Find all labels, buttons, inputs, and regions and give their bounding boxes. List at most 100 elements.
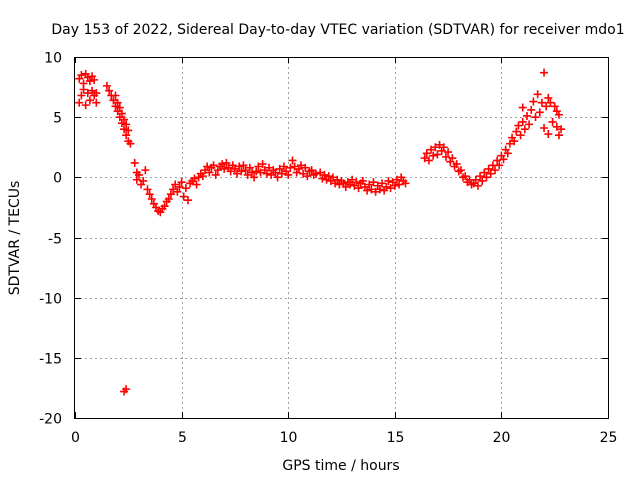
data-point — [226, 167, 235, 176]
data-point — [533, 90, 542, 99]
data-point — [139, 176, 148, 185]
data-point — [365, 180, 374, 189]
data-point — [169, 185, 178, 194]
data-point — [83, 89, 92, 98]
data-point — [164, 194, 173, 203]
data-point — [382, 182, 391, 191]
data-point — [395, 180, 404, 189]
data-point — [510, 137, 519, 146]
data-point — [92, 98, 101, 107]
data-point — [209, 161, 218, 170]
data-point — [516, 131, 525, 140]
data-point — [439, 143, 448, 152]
data-point — [262, 169, 271, 178]
data-point — [542, 102, 551, 111]
data-point — [130, 158, 139, 167]
data-point — [471, 175, 480, 184]
y-tick-label: 5 — [53, 111, 62, 127]
data-point — [505, 139, 514, 148]
data-point — [484, 164, 493, 173]
x-tick-label: 25 — [600, 430, 618, 446]
x-tick-label: 5 — [178, 430, 187, 446]
data-point — [122, 385, 131, 394]
data-point — [290, 162, 299, 171]
data-point — [316, 168, 325, 177]
y-tick-label: -20 — [39, 412, 62, 428]
data-point — [456, 166, 465, 175]
data-point — [537, 98, 546, 107]
data-point — [90, 75, 99, 84]
data-point — [324, 172, 333, 181]
data-point — [390, 181, 399, 190]
data-point — [258, 160, 267, 169]
x-axis-label: GPS time / hours — [282, 458, 399, 474]
data-point — [476, 172, 485, 181]
data-point — [444, 148, 453, 157]
data-point — [243, 170, 252, 179]
data-point — [145, 190, 154, 199]
data-point — [441, 152, 450, 161]
data-point — [179, 192, 188, 201]
data-point — [554, 110, 563, 119]
data-point — [311, 169, 320, 178]
x-tick-label: 0 — [71, 430, 80, 446]
data-point — [177, 178, 186, 187]
y-tick-label: -15 — [39, 352, 62, 368]
data-point — [392, 175, 401, 184]
y-tick-label: 10 — [44, 51, 62, 67]
data-point — [247, 168, 256, 177]
data-point — [531, 113, 540, 122]
data-point — [522, 111, 531, 120]
data-point — [352, 178, 361, 187]
data-point — [546, 98, 555, 107]
data-point — [141, 166, 150, 175]
data-point — [279, 162, 288, 171]
data-point — [328, 173, 337, 182]
data-point — [320, 170, 329, 179]
data-point — [552, 122, 561, 131]
data-point — [518, 103, 527, 112]
data-point — [348, 175, 357, 184]
data-points — [75, 68, 566, 396]
data-point — [544, 93, 553, 102]
data-point — [503, 149, 512, 158]
data-point — [341, 182, 350, 191]
data-point — [520, 125, 529, 134]
data-point — [358, 176, 367, 185]
data-point — [85, 96, 94, 105]
data-point — [495, 161, 504, 170]
data-point — [491, 166, 500, 175]
data-point — [363, 186, 372, 195]
data-point — [132, 175, 141, 184]
data-point — [122, 131, 131, 140]
data-point — [284, 170, 293, 179]
data-point — [235, 162, 244, 171]
data-point — [299, 169, 308, 178]
data-point — [175, 182, 184, 191]
data-point — [429, 151, 438, 160]
data-point — [160, 202, 169, 211]
data-point — [271, 168, 280, 177]
data-point — [211, 170, 220, 179]
data-point — [431, 143, 440, 152]
data-point — [222, 158, 231, 167]
y-axis-label: SDTVAR / TECUs — [7, 181, 23, 296]
data-point — [375, 185, 384, 194]
data-point — [499, 155, 508, 164]
data-point — [482, 173, 491, 182]
data-point — [183, 196, 192, 205]
data-point — [120, 125, 129, 134]
data-point — [122, 120, 131, 129]
data-point — [288, 156, 297, 165]
data-point — [239, 161, 248, 170]
data-point — [126, 139, 135, 148]
x-tick-label: 10 — [280, 430, 298, 446]
data-point — [190, 174, 199, 183]
data-point — [109, 96, 118, 105]
data-point — [241, 166, 250, 175]
data-point — [198, 172, 207, 181]
data-point — [514, 121, 523, 130]
data-point — [286, 163, 295, 172]
data-point — [134, 170, 143, 179]
